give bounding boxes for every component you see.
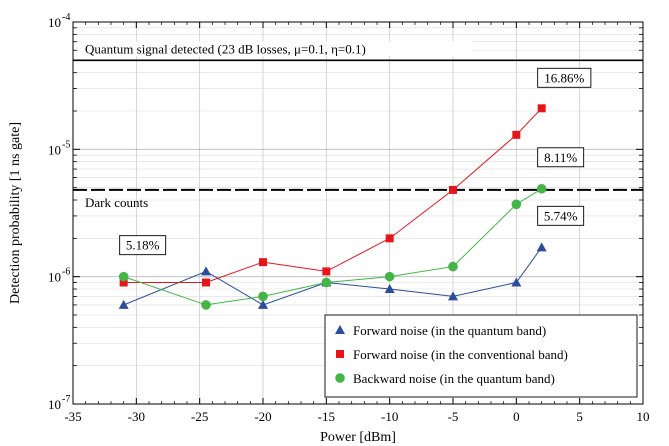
y-tick-exponent: -5: [62, 139, 70, 150]
x-tick-label: -30: [128, 409, 145, 424]
x-tick-label: -35: [64, 409, 81, 424]
legend-marker-circle: [335, 373, 345, 383]
reference-label: Dark counts: [85, 195, 148, 210]
annotation-label: 5.74%: [544, 208, 578, 223]
data-point-square: [202, 278, 210, 287]
legend-entry-label: Backward noise (in the quantum band): [353, 371, 555, 386]
data-point-square: [385, 234, 394, 243]
data-point-square: [119, 278, 128, 287]
series-line: [123, 107, 543, 283]
legend-entry-label: Forward noise (in the quantum band): [353, 323, 546, 338]
y-tick-label: 10: [48, 15, 61, 30]
reference-label-background: [81, 41, 473, 57]
data-point-circle: [258, 291, 268, 302]
data-point-circle: [201, 300, 211, 310]
x-tick-label: -25: [191, 409, 208, 424]
annotation-label: 5.18%: [126, 238, 160, 253]
annotation-label: 8.11%: [544, 150, 577, 165]
annotation-box: [537, 205, 585, 226]
data-point-circle: [321, 277, 332, 288]
annotation-box: [537, 67, 592, 88]
data-point-square: [449, 185, 457, 194]
x-tick-label: 0: [513, 409, 520, 424]
x-tick-label: 5: [576, 409, 583, 424]
data-point-square: [537, 104, 546, 113]
annotation-box: [119, 235, 167, 256]
data-point-triangle: [258, 299, 268, 309]
data-series: [118, 104, 547, 310]
data-point-circle: [118, 271, 129, 282]
legend-entry-label: Forward noise (in the conventional band): [353, 347, 568, 362]
reference-lines: Quantum signal detected (23 dB losses, μ…: [73, 41, 643, 210]
legend-marker-triangle: [335, 325, 345, 334]
x-tick-label: -15: [318, 409, 335, 424]
reference-label: Quantum signal detected (23 dB losses, μ…: [85, 41, 366, 56]
x-tick-label: -5: [448, 409, 459, 424]
x-axis-label: Power [dBm]: [320, 430, 396, 445]
y-tick-label: 10: [48, 142, 61, 157]
legend-box: [324, 314, 638, 398]
y-tick-exponent: -7: [62, 394, 70, 405]
data-point-triangle: [201, 266, 211, 276]
data-point-square: [512, 130, 521, 139]
y-tick-label: 10: [48, 397, 61, 412]
series-line: [123, 188, 542, 306]
annotations: 16.86% 8.11% 5.74% 5.18%: [119, 67, 592, 256]
data-point-triangle: [384, 284, 395, 294]
x-tick-label: -20: [254, 409, 271, 424]
x-tick-label: -10: [381, 409, 398, 424]
series-line: [123, 247, 543, 306]
annotation-label: 16.86%: [544, 70, 584, 85]
data-point-triangle: [536, 242, 547, 252]
y-axis-label: Detection probability [1 ns gate]: [8, 122, 23, 304]
data-point-circle: [511, 199, 522, 210]
data-point-triangle: [448, 291, 458, 301]
legend: Forward noise (in the quantum band) Forwa…: [324, 314, 638, 398]
data-point-triangle: [118, 299, 129, 309]
plot-frame: [72, 21, 644, 405]
x-tick-label: 10: [637, 409, 650, 424]
y-tick-exponent: -6: [62, 267, 70, 278]
data-point-triangle: [511, 277, 522, 287]
data-point-square: [322, 267, 331, 276]
data-point-square: [259, 258, 267, 267]
data-point-circle: [536, 183, 547, 194]
legend-marker-square: [336, 350, 344, 358]
data-point-circle: [448, 261, 458, 272]
data-point-circle: [384, 271, 395, 282]
y-tick-exponent: -4: [62, 12, 70, 23]
y-tick-label: 10: [48, 270, 61, 285]
annotation-box: [537, 147, 585, 168]
